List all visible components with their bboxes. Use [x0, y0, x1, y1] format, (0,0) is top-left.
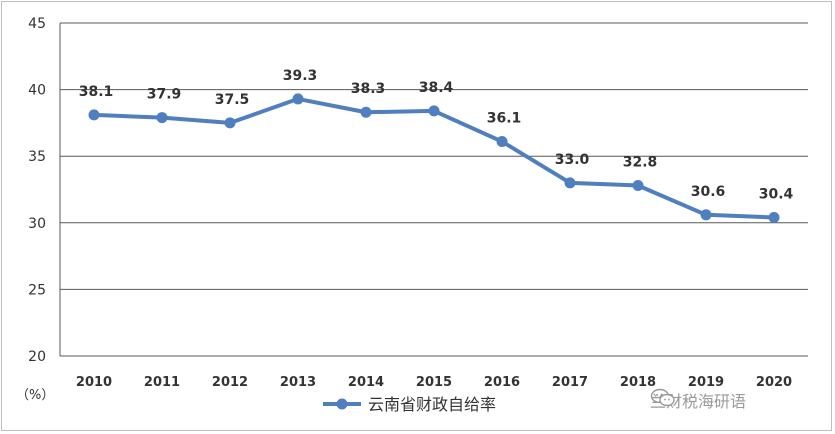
x-tick-label: 2012	[212, 375, 248, 390]
data-point	[565, 177, 576, 188]
legend-marker	[337, 399, 348, 410]
data-point	[361, 107, 372, 118]
x-tick-label: 2016	[484, 375, 520, 390]
data-point	[633, 180, 644, 191]
y-tick-label: 45	[28, 16, 46, 32]
legend-label: 云南省财政自给率	[368, 395, 496, 414]
y-tick-label: 25	[28, 282, 46, 298]
data-label: 36.1	[487, 111, 522, 127]
data-point	[225, 117, 236, 128]
x-tick-label: 2020	[756, 375, 792, 390]
data-point	[157, 112, 168, 123]
data-label: 32.8	[623, 155, 658, 171]
x-tick-label: 2010	[76, 375, 112, 390]
x-tick-label: 2017	[552, 375, 588, 390]
data-label: 33.0	[555, 152, 590, 168]
data-point	[769, 212, 780, 223]
data-point	[429, 105, 440, 116]
data-point	[701, 209, 712, 220]
x-tick-label: 2015	[416, 375, 452, 390]
data-point	[497, 136, 508, 147]
y-tick-label: 35	[28, 149, 46, 165]
series-line	[94, 99, 774, 218]
watermark: 兰财税海研语	[650, 388, 746, 412]
y-tick-label: 30	[28, 216, 46, 232]
data-label: 39.3	[283, 68, 318, 84]
x-tick-label: 2013	[280, 375, 316, 390]
data-label: 38.1	[79, 84, 114, 100]
data-label: 38.3	[351, 81, 386, 97]
data-label: 30.6	[691, 184, 726, 200]
data-point	[89, 109, 100, 120]
data-label: 30.4	[759, 186, 794, 202]
data-label: 37.9	[147, 87, 182, 103]
y-tick-label: 20	[28, 349, 46, 365]
y-axis-unit: （%）	[16, 384, 54, 403]
data-label: 37.5	[215, 92, 250, 108]
x-tick-label: 2011	[144, 375, 180, 390]
data-point	[293, 93, 304, 104]
x-tick-label: 2014	[348, 375, 384, 390]
data-label: 38.4	[419, 80, 454, 96]
wechat-icon	[650, 388, 676, 408]
y-tick-label: 40	[28, 83, 46, 99]
